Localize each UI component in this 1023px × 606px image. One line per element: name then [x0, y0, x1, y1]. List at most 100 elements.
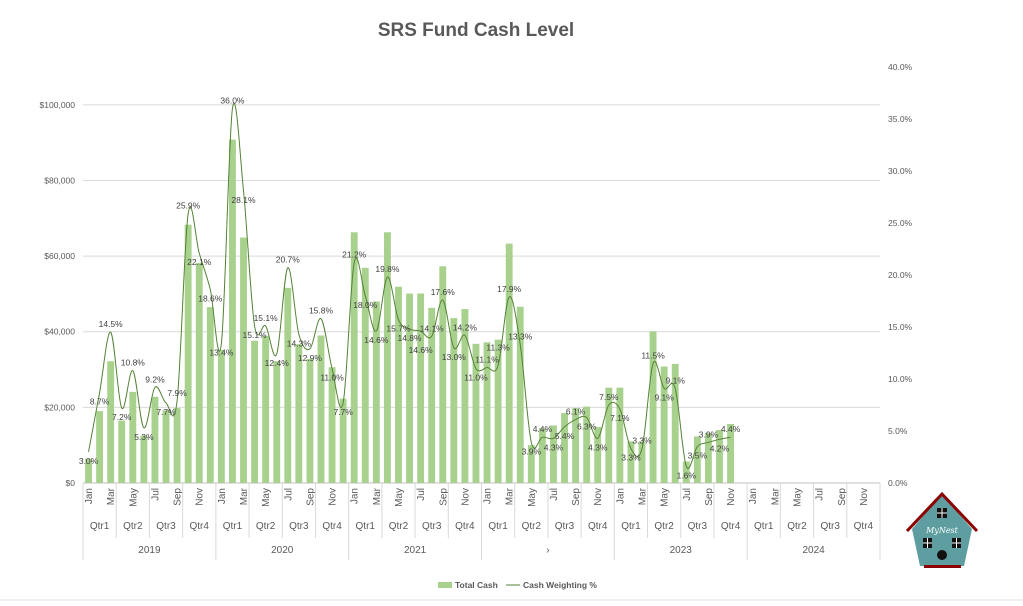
bar-total-cash	[151, 396, 159, 483]
y2-tick-label: 0.0%	[888, 478, 908, 488]
bar-total-cash	[162, 410, 170, 483]
data-label: 6.1%	[566, 407, 586, 417]
month-label: Sep	[571, 488, 582, 506]
month-label: Mar	[638, 487, 649, 505]
month-label: Jul	[283, 488, 294, 501]
month-label: Jul	[150, 488, 161, 501]
bar-total-cash	[461, 309, 469, 483]
y2-tick-label: 20.0%	[888, 270, 913, 280]
quarter-label: Qtr2	[787, 521, 807, 532]
data-label: 9.1%	[654, 392, 674, 402]
bar-total-cash	[140, 435, 148, 483]
bar-total-cash	[306, 358, 314, 483]
bar-total-cash	[727, 424, 734, 483]
bar-total-cash	[693, 436, 701, 483]
bar-total-cash	[273, 361, 281, 483]
y-tick-label: $60,000	[44, 251, 75, 261]
month-label: May	[261, 488, 272, 507]
data-label: 3.9%	[699, 429, 719, 439]
bar-total-cash	[583, 406, 591, 483]
data-label: 7.2%	[112, 412, 132, 422]
bar-total-cash	[184, 224, 192, 483]
data-label: 11.5%	[641, 350, 665, 360]
data-label: 6.3%	[577, 421, 597, 431]
month-label: Nov	[195, 488, 206, 506]
bar-total-cash	[406, 293, 413, 483]
month-label: May	[660, 488, 671, 507]
bar-total-cash	[339, 398, 347, 483]
bar-total-cash	[428, 307, 436, 483]
quarter-label: Qtr3	[820, 521, 840, 532]
data-label: 5.3%	[134, 432, 154, 442]
data-label: 15.8%	[309, 306, 334, 316]
quarter-label: Qtr2	[654, 521, 674, 532]
data-label: 13.3%	[508, 332, 533, 342]
month-label: May	[792, 488, 803, 507]
bar-total-cash	[572, 408, 580, 483]
legend-swatch-total-cash	[438, 582, 452, 588]
month-label: Nov	[328, 488, 339, 506]
quarter-label: Qtr4	[190, 521, 210, 532]
data-label: 11.0%	[464, 373, 488, 383]
bar-total-cash	[195, 262, 203, 483]
month-label: Jul	[416, 488, 427, 501]
y-tick-label: $80,000	[44, 175, 75, 185]
data-label: 3.0%	[79, 456, 99, 466]
bar-total-cash	[229, 139, 236, 484]
y2-tick-label: 25.0%	[888, 218, 913, 228]
quarter-label: Qtr3	[555, 521, 575, 532]
data-label: 36.0%	[220, 96, 245, 106]
bar-total-cash	[395, 286, 402, 483]
bar-total-cash	[605, 387, 613, 483]
bar-total-cash	[372, 301, 380, 483]
quarter-label: Qtr4	[854, 521, 874, 532]
bar-total-cash	[704, 433, 712, 483]
year-label: 2023	[670, 545, 693, 556]
bar-total-cash	[417, 293, 425, 483]
data-label: 17.6%	[431, 287, 456, 297]
chart-title: SRS Fund Cash Level	[377, 20, 575, 41]
bar-total-cash	[251, 340, 259, 483]
y2-tick-label: 40.0%	[888, 62, 913, 72]
data-label: 9.2%	[145, 374, 165, 384]
data-label: 4.4%	[721, 424, 741, 434]
month-label: Jul	[549, 488, 560, 501]
bar-total-cash	[505, 243, 513, 483]
bar-total-cash	[217, 349, 225, 483]
data-label: 21.2%	[342, 250, 367, 260]
quarter-label: Qtr2	[123, 521, 143, 532]
data-label: 1.6%	[677, 470, 697, 480]
y2-tick-label: 10.0%	[888, 374, 913, 384]
bar-total-cash	[516, 306, 524, 483]
quarter-label: Qtr4	[322, 521, 342, 532]
bar-total-cash	[450, 318, 458, 483]
data-label: 4.3%	[588, 442, 608, 452]
data-label: 14.6%	[364, 335, 389, 345]
month-label: Jan	[350, 488, 361, 504]
bar-total-cash	[671, 363, 679, 483]
month-label: Mar	[239, 487, 250, 505]
month-label: Jul	[815, 488, 826, 501]
month-label: Jan	[84, 488, 95, 504]
quarter-label: Qtr4	[721, 521, 741, 532]
data-label: 15.1%	[243, 330, 268, 340]
quarter-label: Qtr3	[422, 521, 442, 532]
data-label: 13.0%	[442, 352, 467, 362]
y2-tick-label: 15.0%	[888, 322, 913, 332]
month-label: Sep	[438, 488, 449, 506]
data-label: 14.5%	[99, 319, 124, 329]
quarter-label: Qtr2	[522, 521, 542, 532]
quarter-label: Qtr1	[90, 521, 110, 532]
y2-tick-label: 30.0%	[888, 166, 913, 176]
data-label: 11.3%	[486, 342, 510, 352]
y2-tick-label: 35.0%	[888, 114, 913, 124]
data-label: 3.9%	[522, 446, 542, 456]
month-label: Mar	[106, 487, 117, 505]
quarter-label: Qtr2	[256, 521, 276, 532]
bar-total-cash	[527, 445, 535, 483]
bar-total-cash	[561, 413, 568, 483]
month-label: Sep	[305, 488, 316, 506]
y-tick-label: $0	[66, 478, 76, 488]
quarter-label: Qtr3	[688, 521, 708, 532]
year-label: 2020	[271, 545, 294, 556]
